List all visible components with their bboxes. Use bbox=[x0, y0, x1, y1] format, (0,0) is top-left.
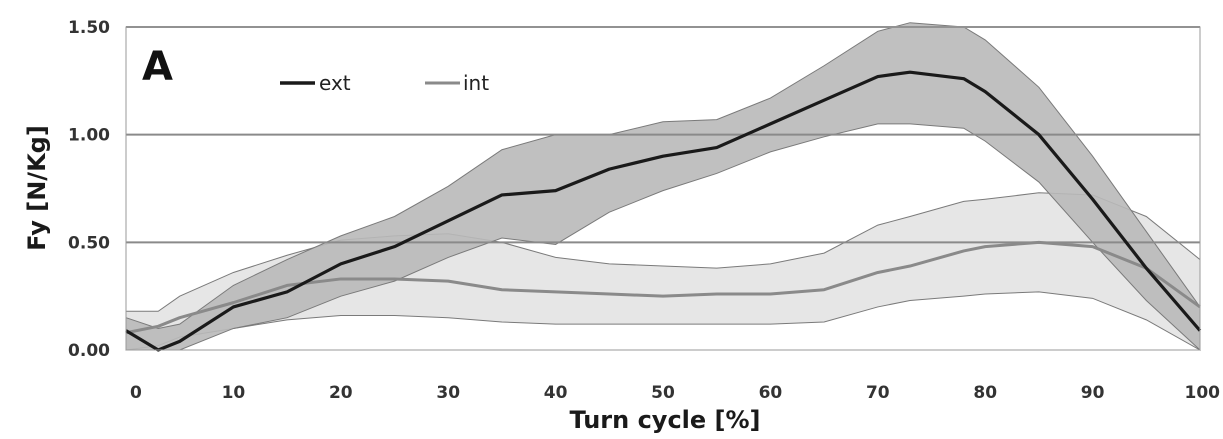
y-tick-label: 1.50 bbox=[68, 18, 110, 38]
legend: ext int bbox=[280, 71, 489, 95]
line-layer bbox=[125, 70, 1202, 352]
x-axis-ticks: 0 10 20 30 40 50 60 70 80 90 100 bbox=[130, 383, 1220, 403]
y-axis-ticks: 0.00 0.50 1.00 1.50 bbox=[68, 18, 110, 361]
y-tick-label: 1.00 bbox=[68, 126, 110, 146]
x-tick-label: 80 bbox=[973, 383, 997, 403]
band-layer bbox=[125, 22, 1201, 352]
series-line-ext bbox=[125, 70, 1202, 352]
panel-label: A bbox=[142, 44, 173, 90]
legend-label-int: int bbox=[463, 71, 489, 95]
x-tick-label: 30 bbox=[436, 383, 460, 403]
y-tick-label: 0.00 bbox=[68, 341, 110, 361]
x-tick-label: 20 bbox=[329, 383, 353, 403]
x-tick-label: 50 bbox=[651, 383, 675, 403]
series-line-int bbox=[125, 240, 1201, 335]
x-tick-label: 60 bbox=[759, 383, 783, 403]
y-tick-label: 0.50 bbox=[68, 233, 110, 253]
x-tick-label: 100 bbox=[1185, 383, 1221, 403]
plot-frame bbox=[125, 26, 1201, 351]
x-tick-label: 70 bbox=[866, 383, 890, 403]
x-tick-label: 90 bbox=[1081, 383, 1105, 403]
x-tick-label: 40 bbox=[544, 383, 568, 403]
y-axis-label: Fy [N/Kg] bbox=[23, 125, 51, 251]
legend-label-ext: ext bbox=[319, 71, 351, 95]
x-tick-label: 10 bbox=[222, 383, 246, 403]
x-tick-label: 0 bbox=[130, 383, 142, 403]
x-axis-label: Turn cycle [%] bbox=[569, 406, 760, 434]
